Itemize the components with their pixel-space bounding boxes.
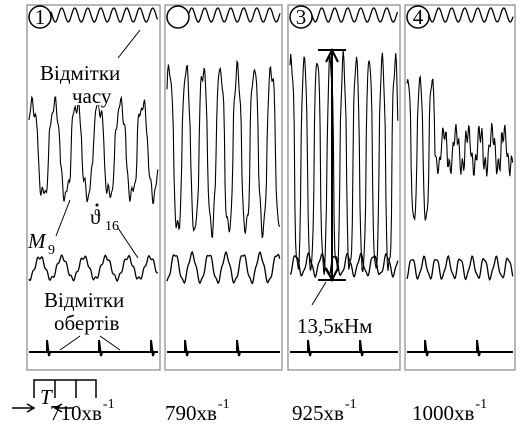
torque-trace (407, 77, 513, 221)
leader-line (118, 30, 140, 58)
torque-trace (29, 97, 158, 204)
torque-subscript: 9 (48, 243, 55, 258)
leader-line (56, 200, 70, 236)
angle-trace (407, 256, 513, 280)
time-marks-label: часу (72, 84, 112, 108)
angle-trace (29, 255, 158, 281)
panel-number: 4 (413, 5, 424, 29)
rev-marks-trace (290, 340, 398, 356)
speed-label: 1000хв (412, 401, 475, 425)
angle-symbol: ϑ (90, 205, 101, 229)
rev-marks-label: Відмітки (44, 288, 124, 312)
dot (96, 204, 99, 207)
rev-marks-label: обертів (54, 311, 119, 335)
scale-label: 13,5кНм (297, 314, 372, 338)
speed-exponent: -1 (218, 397, 230, 412)
rev-marks-trace (167, 340, 280, 356)
time-marks-trace (51, 8, 157, 22)
time-marks-label: Відмітки (40, 61, 120, 85)
torque-trace (167, 62, 280, 238)
time-marks-trace (429, 8, 513, 22)
speed-label: 710хв (50, 401, 102, 425)
torque-symbol: M (27, 229, 47, 253)
leader-line (60, 336, 120, 350)
angle-subscript: 16 (105, 219, 119, 234)
panel-number: 3 (296, 5, 307, 29)
speed-label: 790хв (165, 401, 217, 425)
speed-exponent: -1 (103, 397, 115, 412)
time-marks-trace (189, 8, 280, 22)
time-marks-trace (312, 8, 397, 22)
panel-number-circle (167, 6, 189, 28)
speed-exponent: -1 (475, 397, 487, 412)
speed-label: 925хв (292, 401, 344, 425)
oscillogram-figure: Відмітки часу M 9 ϑ 16 Відмітки обертів … (0, 0, 520, 426)
speed-exponent: -1 (345, 397, 357, 412)
torque-trace (290, 50, 398, 274)
panel-number: 1 (35, 5, 46, 29)
angle-trace (167, 252, 280, 283)
panel-frame (405, 5, 515, 370)
angle-trace (290, 253, 398, 277)
rev-marks-trace (29, 340, 158, 356)
rev-marks-trace (407, 340, 513, 356)
panel-frame (165, 5, 282, 370)
leader-line (118, 228, 138, 258)
